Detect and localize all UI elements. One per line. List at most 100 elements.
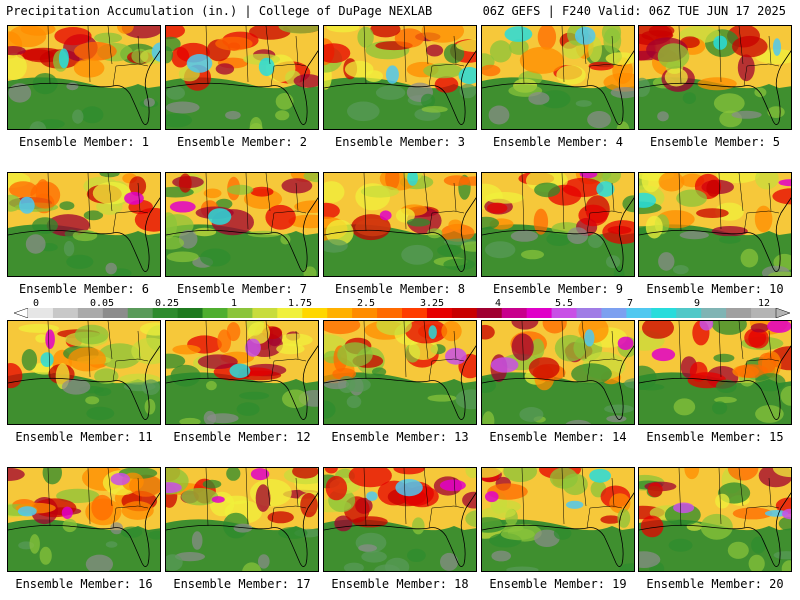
gulf-blob: [455, 389, 476, 410]
ensemble-member-panel: Ensemble Member: 2: [165, 25, 319, 149]
precip-blob: [393, 468, 425, 475]
title-left: Precipitation Accumulation (in.) | Colle…: [6, 4, 433, 18]
heavy-precip-blob: [186, 54, 213, 73]
ensemble-member-panel: Ensemble Member: 5: [638, 25, 792, 149]
gulf-blob: [143, 97, 155, 107]
colorbar-swatch: [302, 308, 328, 318]
colorbar-tick-label: 0.25: [154, 298, 180, 309]
gulf-blob: [375, 85, 406, 100]
precip-blob: [578, 204, 608, 227]
colorbar-swatch: [152, 308, 179, 318]
gulf-blob: [616, 121, 630, 129]
precip-map: [165, 25, 319, 130]
precip-blob: [288, 214, 318, 229]
precip-blob: [294, 200, 318, 213]
precip-blob: [487, 202, 508, 214]
gulf-blob: [437, 244, 462, 257]
gulf-blob: [233, 523, 253, 533]
ensemble-member-panel: Ensemble Member: 4: [481, 25, 635, 149]
gulf-blob: [85, 396, 100, 405]
precip-blob: [166, 46, 173, 64]
precip-blob: [247, 321, 270, 344]
precip-blob: [617, 508, 631, 528]
precip-map-image: [8, 321, 160, 424]
precip-blob: [227, 184, 254, 195]
gulf-blob: [773, 551, 791, 560]
state-borders: [521, 173, 623, 234]
precip-blob: [94, 368, 119, 384]
colorbar-swatch: [626, 308, 652, 318]
precip-blob: [732, 507, 773, 520]
precip-map-image: [8, 26, 160, 129]
precip-blob: [92, 181, 131, 205]
precip-blob: [42, 468, 62, 485]
precip-blob: [531, 338, 545, 359]
ensemble-member-panel: Ensemble Member: 10: [638, 172, 792, 296]
gulf-blob: [459, 83, 476, 99]
precip-blob: [99, 173, 120, 178]
gulf-blob: [767, 106, 785, 118]
precip-map-image: [482, 321, 634, 424]
precip-blob: [697, 77, 737, 91]
colorbar-tick-label: 7: [626, 298, 634, 309]
colorbar-tick-label: 4: [494, 298, 502, 309]
state-borders: [521, 321, 623, 382]
gulf-blob: [324, 400, 336, 419]
heavy-precip-blob: [110, 472, 130, 486]
precip-blob: [755, 49, 791, 65]
precip-blob: [250, 186, 274, 197]
gulf-blob: [639, 77, 651, 97]
precip-blob: [534, 182, 561, 198]
precip-blob: [276, 343, 305, 355]
precip-map: [481, 467, 635, 572]
gulf-blob: [718, 235, 741, 244]
heavy-precip-blob: [584, 329, 595, 347]
gulf-blob: [166, 554, 183, 571]
gulf-blob: [141, 379, 160, 395]
precip-map-image: [166, 173, 318, 276]
gulf-blob: [347, 101, 380, 122]
heavy-precip-blob: [250, 468, 270, 481]
gulf-blob: [105, 541, 118, 548]
heavy-precip-blob: [211, 496, 225, 503]
precip-blob: [348, 468, 392, 488]
precip-blob: [482, 506, 516, 519]
gulf-blob: [66, 82, 79, 91]
precip-blob: [408, 338, 438, 360]
colorbar-swatch: [676, 308, 702, 318]
precip-blob: [511, 321, 539, 330]
ensemble-member-label: Ensemble Member: 6: [18, 282, 150, 296]
precip-blob: [588, 36, 602, 63]
ensemble-member-panel: Ensemble Member: 15: [638, 320, 792, 444]
heavy-precip-blob: [439, 479, 466, 492]
ensemble-member-panel: Ensemble Member: 13: [323, 320, 477, 444]
gulf-blob: [407, 548, 426, 562]
precip-blob: [508, 39, 529, 55]
gulf-blob: [755, 373, 786, 392]
gulf-blob: [278, 526, 308, 539]
precip-blob: [54, 27, 92, 46]
precip-blob: [364, 70, 383, 82]
precip-map-image: [639, 26, 791, 129]
gulf-blob: [740, 248, 759, 268]
precip-map-image: [324, 173, 476, 276]
precip-blob: [172, 344, 201, 355]
precip-blob: [83, 210, 104, 221]
ensemble-member-panel: Ensemble Member: 14: [481, 320, 635, 444]
precip-blob: [750, 323, 769, 333]
gulf-blob: [66, 254, 94, 269]
coastline: [482, 492, 634, 567]
gulf-blob: [713, 93, 745, 114]
precip-blob: [8, 468, 25, 481]
precip-map: [165, 172, 319, 277]
precip-blob: [255, 484, 271, 512]
ensemble-member-panel: Ensemble Member: 12: [165, 320, 319, 444]
precip-blob: [700, 513, 733, 540]
precip-blob: [533, 208, 549, 235]
colorbar-swatch: [601, 308, 627, 318]
precip-blob: [406, 218, 431, 227]
gulf-blob: [668, 538, 693, 552]
heavy-precip-blob: [229, 363, 251, 378]
gulf-blob: [120, 526, 143, 538]
precip-blob: [21, 349, 38, 371]
